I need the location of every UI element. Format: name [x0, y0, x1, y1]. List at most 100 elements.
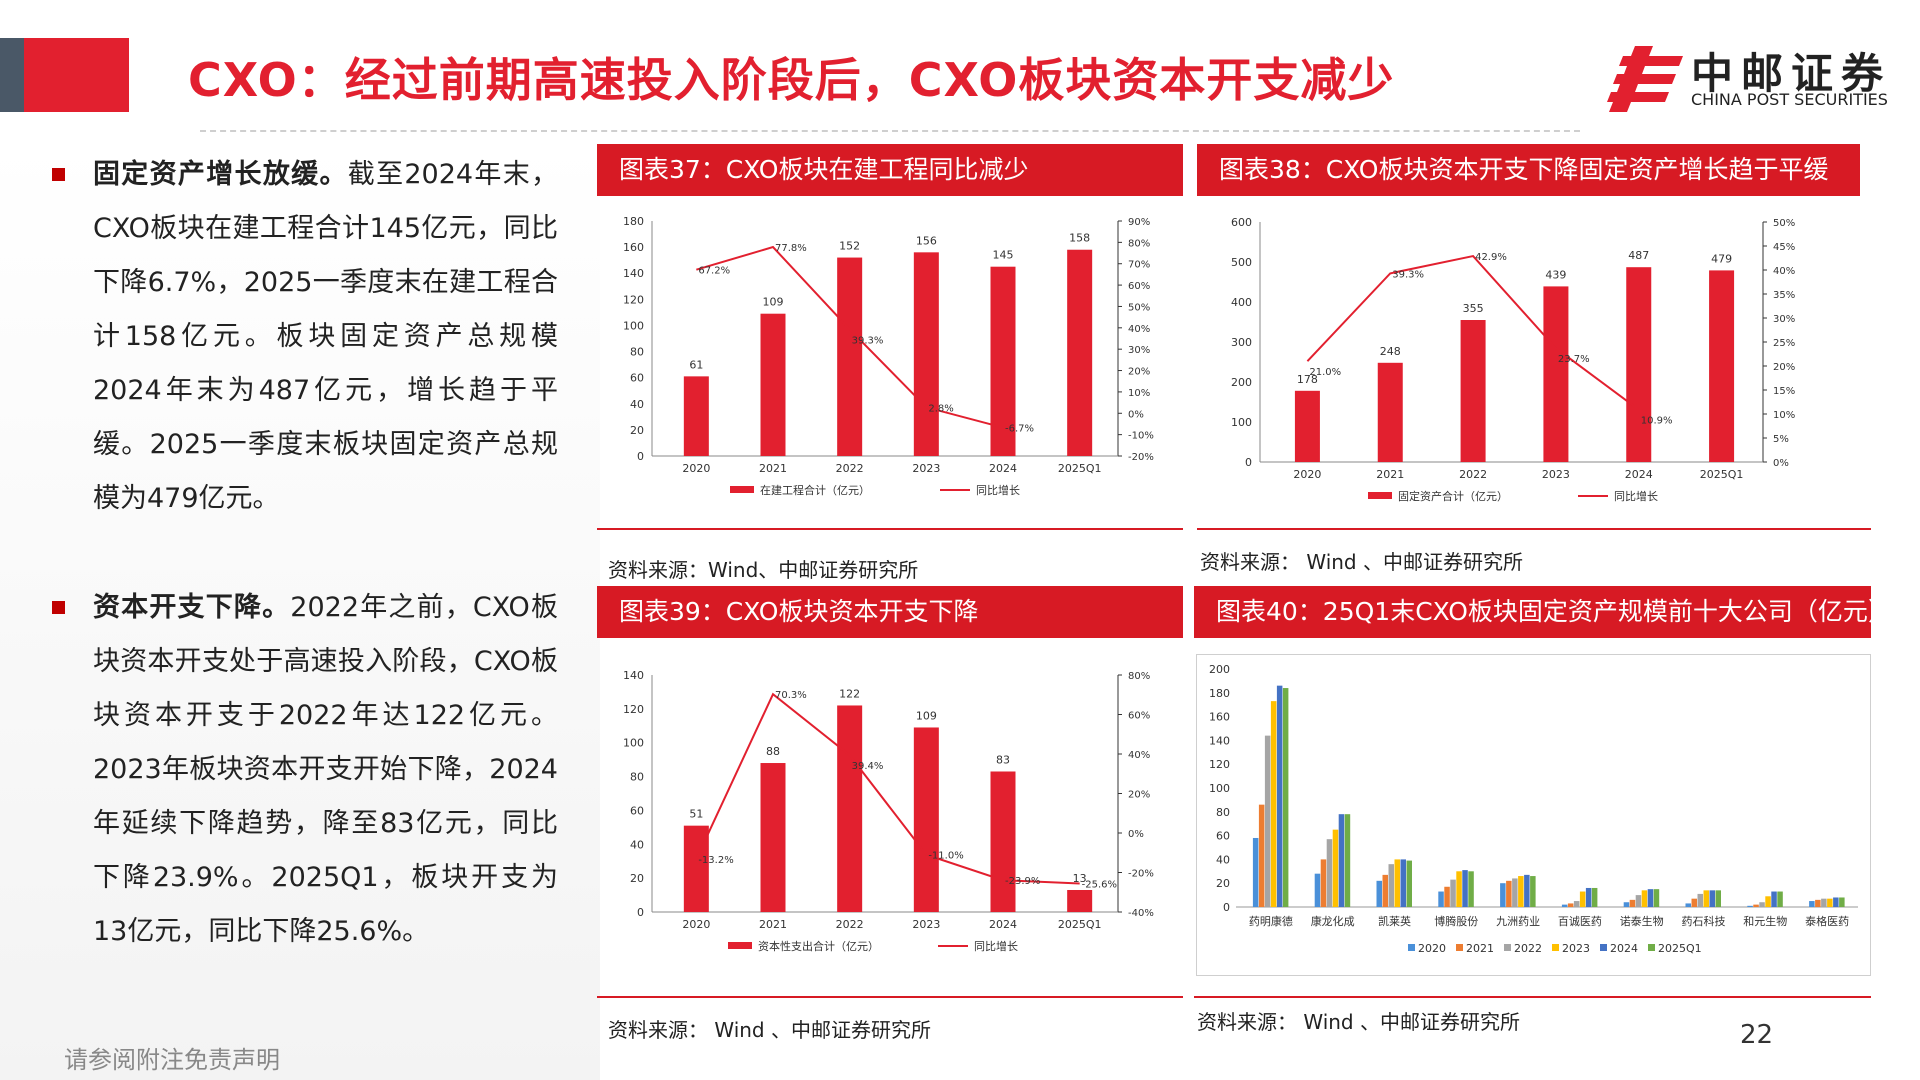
- y-tick-label: 400: [1231, 296, 1252, 309]
- bar-value-label: 355: [1463, 302, 1484, 315]
- logo-name-cn: 中邮证券: [1691, 49, 1892, 98]
- y-tick-label: 60: [1216, 830, 1230, 843]
- line-value-label: -11.0%: [928, 851, 963, 862]
- y-tick-label: 120: [623, 703, 644, 716]
- chart-37: 0 20 40 60 80 100 120 140 160 180 -20% -10% 0% 10% 20%…: [623, 215, 1154, 497]
- panel-divider: [1194, 996, 1871, 998]
- source-note-40: 资料来源： Wind 、中邮证券研究所: [1197, 1010, 1520, 1034]
- bar: [1320, 859, 1327, 907]
- x-tick-label: 2022: [1459, 468, 1487, 481]
- x-tick-label: 2024: [989, 918, 1017, 931]
- y2-tick-label: 30%: [1128, 345, 1150, 356]
- header-accent-red: [24, 38, 129, 112]
- y2-tick-label: 10%: [1773, 410, 1795, 421]
- y2-tick-label: 0%: [1128, 409, 1144, 420]
- bar: [1344, 814, 1351, 907]
- header-accent-dark: [0, 38, 24, 112]
- bar: [1067, 889, 1093, 912]
- y2-tick-label: 20%: [1128, 790, 1150, 801]
- y2-tick-label: -40%: [1128, 908, 1154, 919]
- bar: [1282, 688, 1289, 907]
- line-value-label: 2.8%: [928, 403, 953, 414]
- legend-swatch: [1504, 944, 1511, 951]
- page-number: 22: [1740, 1020, 1774, 1050]
- growth-line: [696, 245, 1004, 429]
- x-tick-label: 九洲药业: [1496, 915, 1540, 928]
- bar-value-label: 51: [689, 808, 703, 821]
- bar: [1276, 685, 1283, 907]
- legend-label: 2021: [1466, 942, 1494, 955]
- y2-tick-label: 25%: [1773, 338, 1795, 349]
- source-note-37: 资料来源：Wind、中邮证券研究所: [608, 558, 919, 582]
- x-tick-label: 2021: [1376, 468, 1404, 481]
- x-tick-label: 2020: [682, 918, 710, 931]
- x-tick-label: 和元生物: [1743, 914, 1787, 928]
- paragraph-capex: 资本开支下降。2022年之前，CXO板块资本开支处于高速投入阶段，CXO板块资本…: [93, 581, 558, 959]
- bar: [1573, 901, 1580, 907]
- y-tick-label: 100: [623, 319, 644, 332]
- bar-value-label: 88: [766, 745, 780, 758]
- y-tick-label: 0: [637, 906, 644, 919]
- bar: [1524, 874, 1530, 907]
- bar: [837, 705, 863, 912]
- y2-tick-label: 40%: [1128, 324, 1150, 335]
- x-tick-label: 2022: [836, 462, 864, 475]
- y-tick-label: 140: [623, 267, 644, 280]
- y-tick-label: 500: [1231, 256, 1252, 269]
- bar: [1771, 891, 1777, 907]
- x-tick-label: 康龙化成: [1311, 914, 1355, 928]
- legend-swatch-bar: [728, 942, 752, 949]
- legend-label: 2022: [1514, 942, 1542, 955]
- chart-39: 0 20 40 60 80 100 120 140 -40% -20% 0% 20% 40% 60% 80%…: [623, 669, 1154, 953]
- y-tick-label: 180: [623, 215, 644, 228]
- bar-value-label: 13: [1073, 872, 1087, 885]
- line-value-label: 23.7%: [1558, 354, 1590, 365]
- legend-label: 2020: [1418, 942, 1446, 955]
- bar: [1759, 902, 1765, 907]
- bar: [1585, 887, 1592, 907]
- bar: [1438, 891, 1444, 907]
- y-tick-label: 160: [1209, 711, 1230, 724]
- y-tick-label: 120: [1209, 758, 1230, 771]
- bar: [1394, 859, 1400, 907]
- x-tick-label: 2024: [1625, 468, 1653, 481]
- x-tick-label: 2021: [759, 462, 787, 475]
- bar: [1626, 267, 1652, 462]
- y2-tick-label: 70%: [1128, 260, 1150, 271]
- chart-40-frame: [1196, 654, 1871, 976]
- bar-value-label: 158: [1069, 232, 1090, 245]
- y2-tick-label: 0%: [1773, 458, 1789, 469]
- bar-value-label: 152: [839, 240, 860, 253]
- bar: [1512, 878, 1518, 907]
- y-tick-label: 40: [630, 838, 644, 851]
- line-value-label: 39.3%: [1392, 269, 1424, 280]
- y-tick-label: 0: [1223, 901, 1230, 914]
- y2-tick-label: 10%: [1128, 388, 1150, 399]
- x-tick-label: 2024: [989, 462, 1017, 475]
- paragraph-fixed-assets: 固定资产增长放缓。截至2024年末，CXO板块在建工程合计145亿元，同比下降6…: [93, 148, 558, 526]
- x-tick-label: 2025Q1: [1058, 918, 1102, 931]
- disclaimer-link[interactable]: 请参阅附注免责声明: [64, 1046, 280, 1074]
- bar: [1444, 886, 1450, 907]
- legend-swatch: [1456, 944, 1463, 951]
- bar: [1753, 904, 1759, 907]
- bar: [1709, 890, 1715, 907]
- growth-line: [695, 692, 1080, 885]
- x-tick-label: 百诚医药: [1558, 915, 1602, 928]
- bar: [1543, 286, 1569, 462]
- line-value-label: 67.2%: [698, 266, 730, 277]
- bar-value-label: 487: [1628, 249, 1649, 262]
- legend-label: 同比增长: [1614, 489, 1658, 503]
- bar: [1715, 890, 1721, 907]
- bar-value-label: 145: [993, 249, 1014, 262]
- y2-tick-label: 40%: [1128, 750, 1150, 761]
- title-divider: [200, 130, 1580, 132]
- bar-value-label: 109: [916, 709, 937, 722]
- line-value-label: 70.3%: [775, 690, 807, 701]
- y2-tick-label: 90%: [1128, 217, 1150, 228]
- paragraph-body: 截至2024年末，CXO板块在建工程合计145亿元，同比下降6.7%，2025一…: [93, 159, 559, 514]
- y2-tick-label: 50%: [1773, 218, 1795, 229]
- legend-swatch: [1408, 944, 1415, 951]
- bar: [1647, 889, 1654, 907]
- bar: [1561, 904, 1568, 907]
